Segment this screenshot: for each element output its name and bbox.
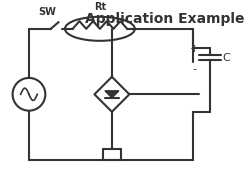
Text: Rt: Rt [93,2,106,12]
Text: SW: SW [38,7,56,17]
Polygon shape [105,91,118,98]
Text: +: + [190,44,199,54]
Text: -: - [192,64,196,74]
Text: Application Example: Application Example [84,12,243,26]
Text: C: C [221,53,229,63]
